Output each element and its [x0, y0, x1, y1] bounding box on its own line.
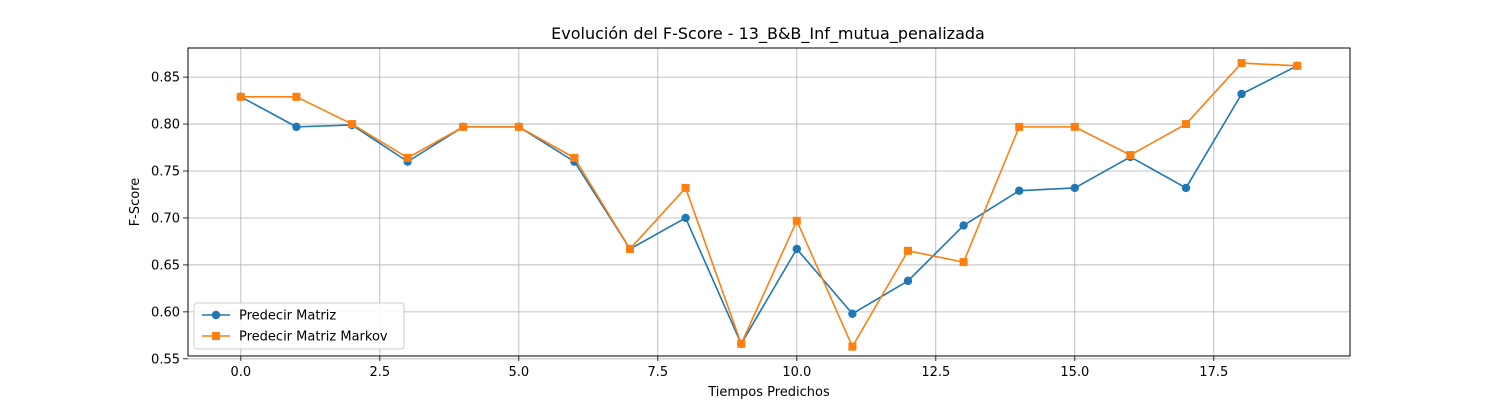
- y-tick-label: 0.80: [151, 118, 180, 133]
- chart-title: Evolución del F-Score - 13_B&B_Inf_mutua…: [551, 24, 985, 44]
- data-point: [1014, 186, 1024, 195]
- x-tick-label: 5.0: [508, 365, 529, 380]
- data-point: [681, 183, 690, 192]
- y-tick-label: 0.55: [151, 352, 180, 367]
- data-point: [903, 276, 913, 286]
- data-point: [1015, 122, 1024, 131]
- ticks: 0.0 2.5 5.0 7.5 10.0 12.5 15.0 17.5 0.55 0.60 0.65…: [151, 71, 1228, 380]
- data-point: [737, 339, 746, 348]
- data-point: [1181, 183, 1191, 193]
- legend-marker: [211, 310, 221, 320]
- data-point: [848, 309, 857, 318]
- legend-item: Predecir Matriz: [202, 309, 336, 324]
- x-tick-label: 0.0: [230, 365, 251, 380]
- data-point: [959, 221, 968, 230]
- data-point: [1126, 151, 1135, 160]
- data-point: [1293, 61, 1302, 70]
- data-point: [570, 153, 579, 162]
- y-tick-label: 0.75: [151, 165, 180, 180]
- data-point: [459, 122, 468, 131]
- data-point: [903, 246, 912, 255]
- x-tick-label: 17.5: [1199, 365, 1228, 380]
- x-tick-label: 7.5: [647, 365, 668, 380]
- series-line: [240, 65, 1298, 345]
- data-point: [848, 342, 857, 351]
- data-point: [626, 244, 635, 253]
- legend-marker: [212, 332, 220, 340]
- x-tick-label: 10.0: [782, 365, 811, 380]
- data-point: [792, 216, 801, 225]
- x-tick-label: 12.5: [921, 365, 950, 380]
- data-point: [236, 92, 245, 101]
- data-point: [1237, 59, 1246, 68]
- x-tick-label: 2.5: [369, 365, 390, 380]
- y-tick-label: 0.70: [151, 211, 180, 226]
- series-2: [236, 59, 1302, 351]
- data-point: [1070, 122, 1079, 131]
- data-point: [1237, 89, 1246, 99]
- legend-label: Predecir Matriz: [239, 309, 336, 324]
- data-point: [514, 122, 523, 131]
- series-line: [240, 62, 1298, 348]
- data-point: [292, 122, 301, 132]
- plot-frame: [187, 47, 1351, 357]
- x-axis-label: Tiempos Predichos: [707, 385, 830, 400]
- legend: Predecir Matriz Predecir Matriz Markov: [193, 302, 405, 350]
- data-point: [681, 213, 690, 223]
- legend-label: Predecir Matriz Markov: [239, 330, 388, 345]
- data-point: [403, 153, 412, 162]
- legend-box: [193, 302, 405, 350]
- y-axis-label: F-Score: [128, 178, 143, 227]
- data-point: [348, 120, 357, 129]
- data-point: [1070, 183, 1079, 193]
- data-point: [292, 92, 301, 101]
- y-tick-label: 0.60: [151, 305, 180, 320]
- y-tick-label: 0.85: [151, 71, 180, 86]
- data-point: [959, 258, 968, 267]
- data-point: [792, 244, 801, 254]
- series: [236, 59, 1302, 351]
- data-point: [1181, 120, 1190, 129]
- x-tick-label: 15.0: [1060, 365, 1089, 380]
- legend-item: Predecir Matriz Markov: [202, 330, 388, 345]
- y-tick-label: 0.65: [151, 258, 180, 273]
